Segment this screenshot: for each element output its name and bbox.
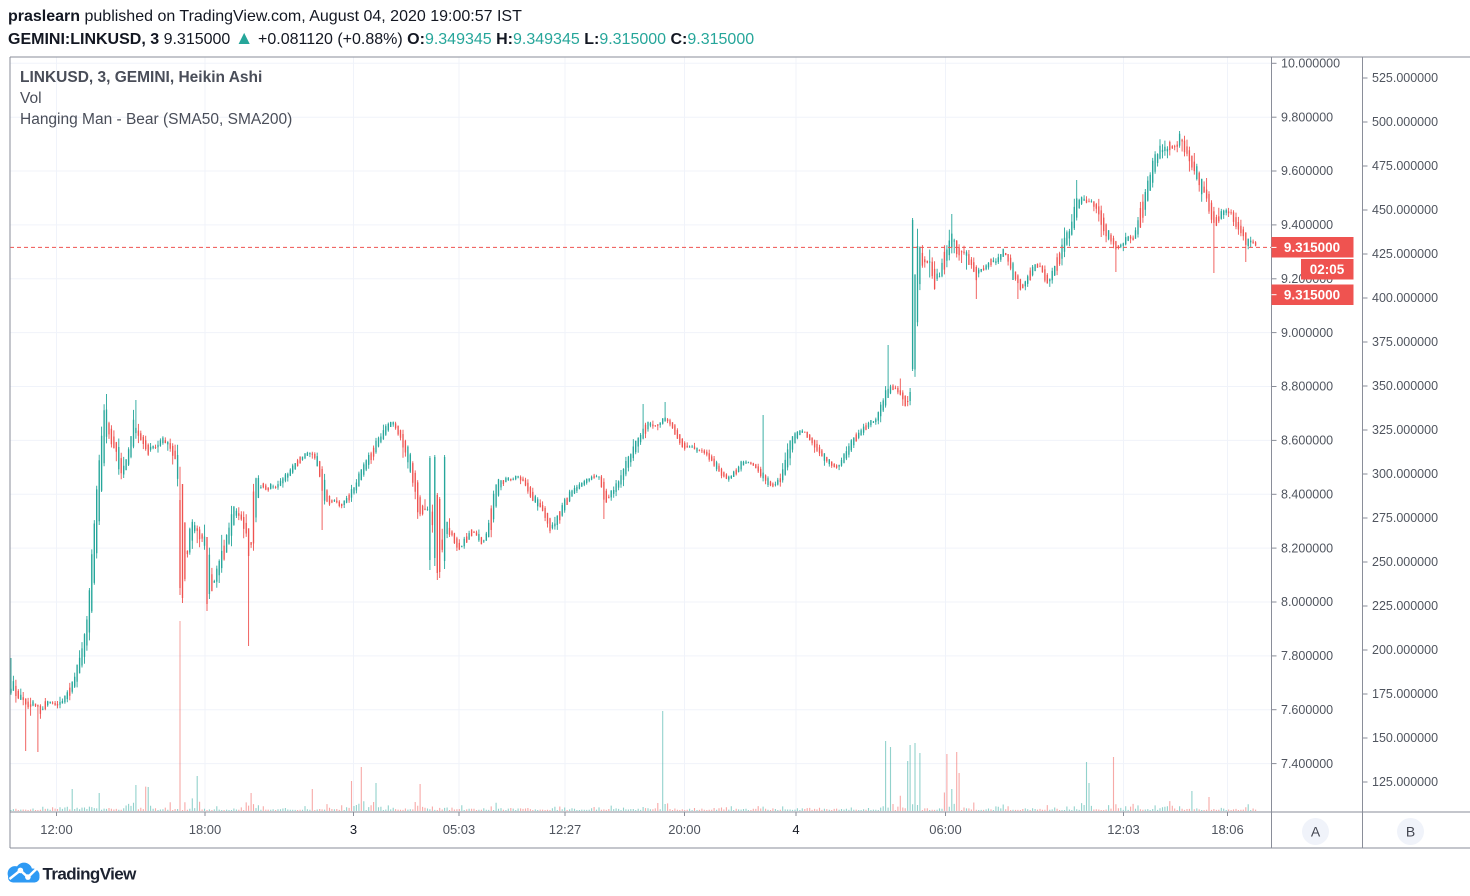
- svg-text:7.600000: 7.600000: [1281, 703, 1333, 717]
- svg-text:B: B: [1406, 824, 1415, 840]
- svg-text:20:00: 20:00: [668, 822, 701, 837]
- svg-text:8.800000: 8.800000: [1281, 380, 1333, 394]
- svg-text:7.400000: 7.400000: [1281, 757, 1333, 771]
- svg-text:12:03: 12:03: [1107, 822, 1140, 837]
- svg-text:9.315000: 9.315000: [1284, 288, 1340, 303]
- svg-text:10.000000: 10.000000: [1281, 57, 1340, 71]
- svg-text:9.000000: 9.000000: [1281, 326, 1333, 340]
- svg-text:475.000000: 475.000000: [1372, 159, 1438, 173]
- svg-text:3: 3: [350, 822, 357, 837]
- svg-text:9.800000: 9.800000: [1281, 110, 1333, 124]
- svg-text:9.315000: 9.315000: [1284, 240, 1340, 255]
- svg-text:06:00: 06:00: [929, 822, 962, 837]
- svg-text:9.600000: 9.600000: [1281, 164, 1333, 178]
- svg-text:150.000000: 150.000000: [1372, 731, 1438, 745]
- svg-text:500.000000: 500.000000: [1372, 115, 1438, 129]
- svg-text:200.000000: 200.000000: [1372, 643, 1438, 657]
- svg-text:18:06: 18:06: [1211, 822, 1244, 837]
- svg-text:18:00: 18:00: [189, 822, 222, 837]
- svg-text:LINKUSD, 3, GEMINI, Heikin Ash: LINKUSD, 3, GEMINI, Heikin Ashi: [20, 69, 262, 86]
- svg-text:525.000000: 525.000000: [1372, 71, 1438, 85]
- svg-text:praslearn published on Trading: praslearn published on TradingView.com, …: [8, 8, 522, 25]
- svg-text:8.600000: 8.600000: [1281, 434, 1333, 448]
- svg-text:8.000000: 8.000000: [1281, 595, 1333, 609]
- svg-text:02:05: 02:05: [1310, 262, 1345, 277]
- svg-text:9.400000: 9.400000: [1281, 218, 1333, 232]
- svg-text:Hanging Man - Bear (SMA50, SMA: Hanging Man - Bear (SMA50, SMA200): [20, 111, 292, 128]
- svg-text:275.000000: 275.000000: [1372, 511, 1438, 525]
- svg-text:A: A: [1311, 824, 1321, 840]
- svg-text:4: 4: [792, 822, 799, 837]
- svg-text:05:03: 05:03: [443, 822, 476, 837]
- svg-text:300.000000: 300.000000: [1372, 467, 1438, 481]
- svg-text:450.000000: 450.000000: [1372, 203, 1438, 217]
- svg-text:125.000000: 125.000000: [1372, 775, 1438, 789]
- svg-text:375.000000: 375.000000: [1372, 335, 1438, 349]
- svg-text:8.400000: 8.400000: [1281, 488, 1333, 502]
- svg-text:8.200000: 8.200000: [1281, 541, 1333, 555]
- svg-text:175.000000: 175.000000: [1372, 687, 1438, 701]
- svg-text:Vol: Vol: [20, 90, 42, 107]
- svg-text:400.000000: 400.000000: [1372, 291, 1438, 305]
- svg-text:GEMINI:LINKUSD, 3 9.315000 ▲: GEMINI:LINKUSD, 3 9.315000 ▲ +0.081120 (…: [8, 28, 754, 49]
- svg-text:325.000000: 325.000000: [1372, 423, 1438, 437]
- svg-text:TradingView: TradingView: [43, 865, 138, 884]
- svg-text:250.000000: 250.000000: [1372, 555, 1438, 569]
- svg-text:7.800000: 7.800000: [1281, 649, 1333, 663]
- svg-text:12:27: 12:27: [549, 822, 582, 837]
- svg-text:12:00: 12:00: [40, 822, 73, 837]
- svg-text:225.000000: 225.000000: [1372, 599, 1438, 613]
- svg-text:425.000000: 425.000000: [1372, 247, 1438, 261]
- svg-text:350.000000: 350.000000: [1372, 379, 1438, 393]
